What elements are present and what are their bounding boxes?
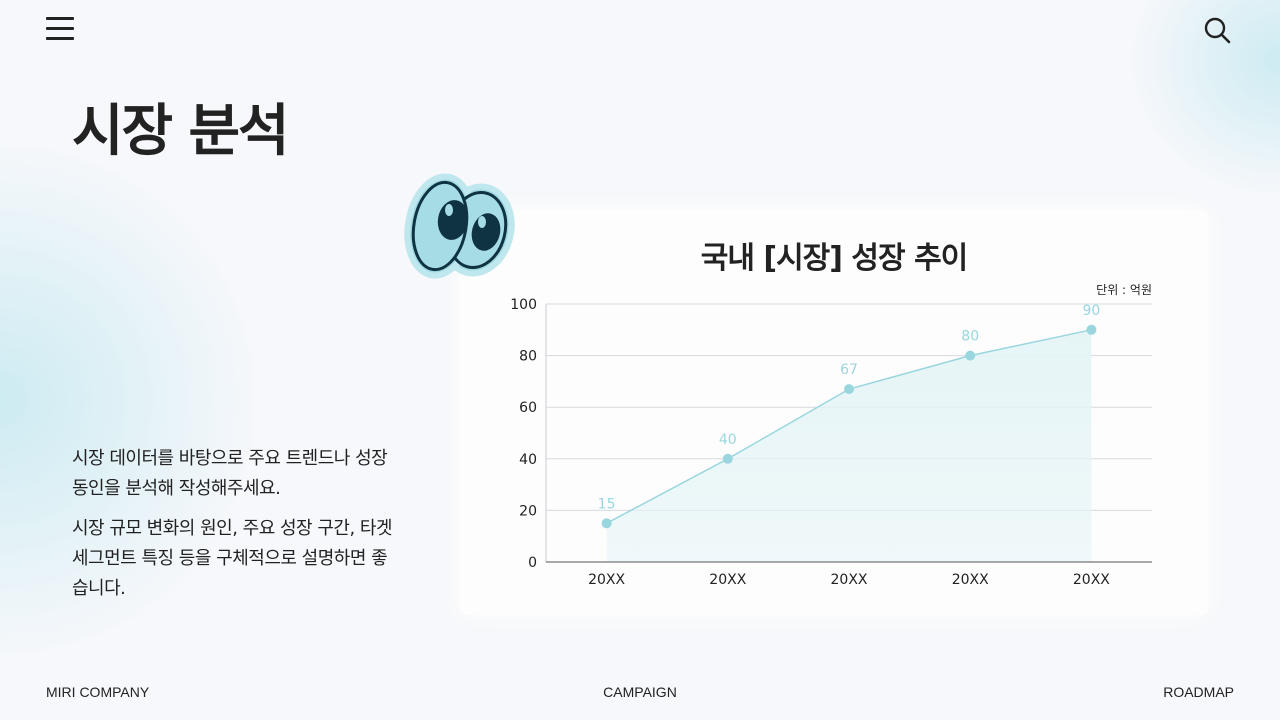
data-label: 90 bbox=[1082, 303, 1100, 319]
search-icon bbox=[1204, 17, 1231, 44]
x-tick-label: 20XX bbox=[1073, 572, 1110, 588]
chart-title: 국내 [시장] 성장 추이 bbox=[700, 241, 969, 276]
cartoon-eyes-icon bbox=[404, 173, 515, 279]
menu-button[interactable] bbox=[46, 17, 74, 41]
page-title: 시장 분석 bbox=[72, 99, 290, 164]
description-paragraph: 시장 데이터를 바탕으로 주요 트렌드나 성장 동인을 분석해 작성해주세요. bbox=[72, 448, 388, 499]
area-fill bbox=[606, 329, 1092, 562]
footer-company[interactable]: MIRI COMPANY bbox=[46, 684, 150, 700]
footer-roadmap[interactable]: ROADMAP bbox=[1163, 684, 1234, 700]
data-label: 15 bbox=[598, 496, 616, 512]
x-tick-label: 20XX bbox=[952, 572, 989, 588]
data-point bbox=[722, 453, 733, 464]
y-tick-label: 20 bbox=[519, 503, 537, 519]
data-point bbox=[601, 518, 612, 529]
y-tick-label: 0 bbox=[528, 555, 537, 571]
y-tick-label: 100 bbox=[510, 297, 537, 313]
data-label: 67 bbox=[840, 362, 858, 378]
search-button[interactable] bbox=[1202, 16, 1232, 46]
x-tick-label: 20XX bbox=[831, 572, 868, 588]
description: 시장 데이터를 바탕으로 주요 트렌드나 성장 동인을 분석해 작성해주세요. … bbox=[72, 444, 402, 614]
footer-campaign[interactable]: CAMPAIGN bbox=[603, 684, 677, 700]
data-point bbox=[844, 384, 854, 395]
y-tick-label: 40 bbox=[519, 452, 537, 468]
x-tick-label: 20XX bbox=[709, 572, 746, 588]
data-point bbox=[965, 350, 976, 361]
x-tick-label: 20XX bbox=[588, 572, 625, 588]
description-paragraph: 시장 규모 변화의 원인, 주요 성장 구간, 타겟 세그먼트 특징 등을 구체… bbox=[72, 518, 393, 599]
data-label: 80 bbox=[961, 329, 979, 345]
chart-unit-label: 단위 : 억원 bbox=[1096, 283, 1152, 297]
data-point bbox=[1086, 324, 1097, 335]
y-tick-label: 60 bbox=[519, 400, 537, 416]
y-tick-label: 80 bbox=[519, 349, 537, 365]
data-label: 40 bbox=[719, 432, 737, 448]
